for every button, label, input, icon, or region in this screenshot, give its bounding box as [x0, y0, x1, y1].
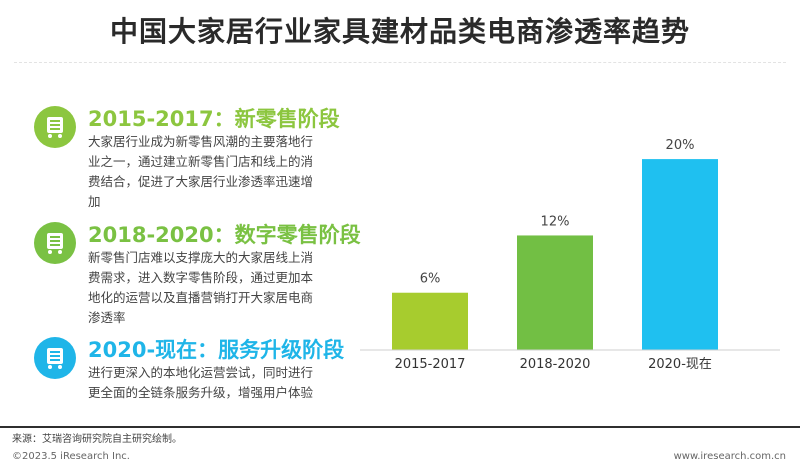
x-tick-label: 2018-2020 [520, 357, 591, 372]
shopping-cart-icon [34, 222, 76, 264]
bar-series: 6% 12% 20% [392, 138, 718, 350]
stage-description: 新零售门店难以支撑庞大的大家居线上消费需求，进入数字零售阶段，通过更加本地化的运… [88, 250, 314, 325]
website-link[interactable]: www.iresearch.com.cn [673, 451, 786, 462]
shopping-cart-icon [34, 337, 76, 379]
bar-value-label: 20% [666, 138, 695, 153]
x-axis-ticks: 2015-2017 2018-2020 2020-现在 [395, 357, 712, 372]
stage-description: 进行更深入的本地化运营尝试，同时进行更全面的全链条服务升级，增强用户体验 [88, 365, 314, 400]
copyright: ©2023.5 iResearch Inc. [12, 451, 130, 462]
title-divider [14, 62, 786, 63]
stage-title: 2020-现在：服务升级阶段 [88, 338, 345, 362]
x-tick-label: 2020-现在 [648, 357, 712, 372]
x-tick-label: 2015-2017 [395, 357, 466, 372]
bar-value-label: 12% [541, 214, 570, 229]
page-title: 中国大家居行业家具建材品类电商渗透率趋势 [109, 15, 690, 48]
bar-value-label: 6% [420, 272, 441, 287]
shopping-cart-icon [34, 106, 76, 148]
bar [517, 235, 593, 350]
bar [642, 159, 718, 350]
footer-divider [0, 426, 800, 428]
stage-description: 大家居行业成为新零售风潮的主要落地行业之一，通过建立新零售门店和线上的消费结合，… [88, 134, 314, 209]
source-note: 来源：艾瑞咨询研究院自主研究绘制。 [12, 434, 182, 445]
bar [392, 292, 468, 350]
penetration-bar-chart: 6% 12% 20% 2015-2017 2018-2020 2020-现在 [360, 138, 780, 372]
stage-title: 2015-2017：新零售阶段 [88, 107, 340, 131]
stage-title: 2018-2020：数字零售阶段 [88, 223, 361, 247]
